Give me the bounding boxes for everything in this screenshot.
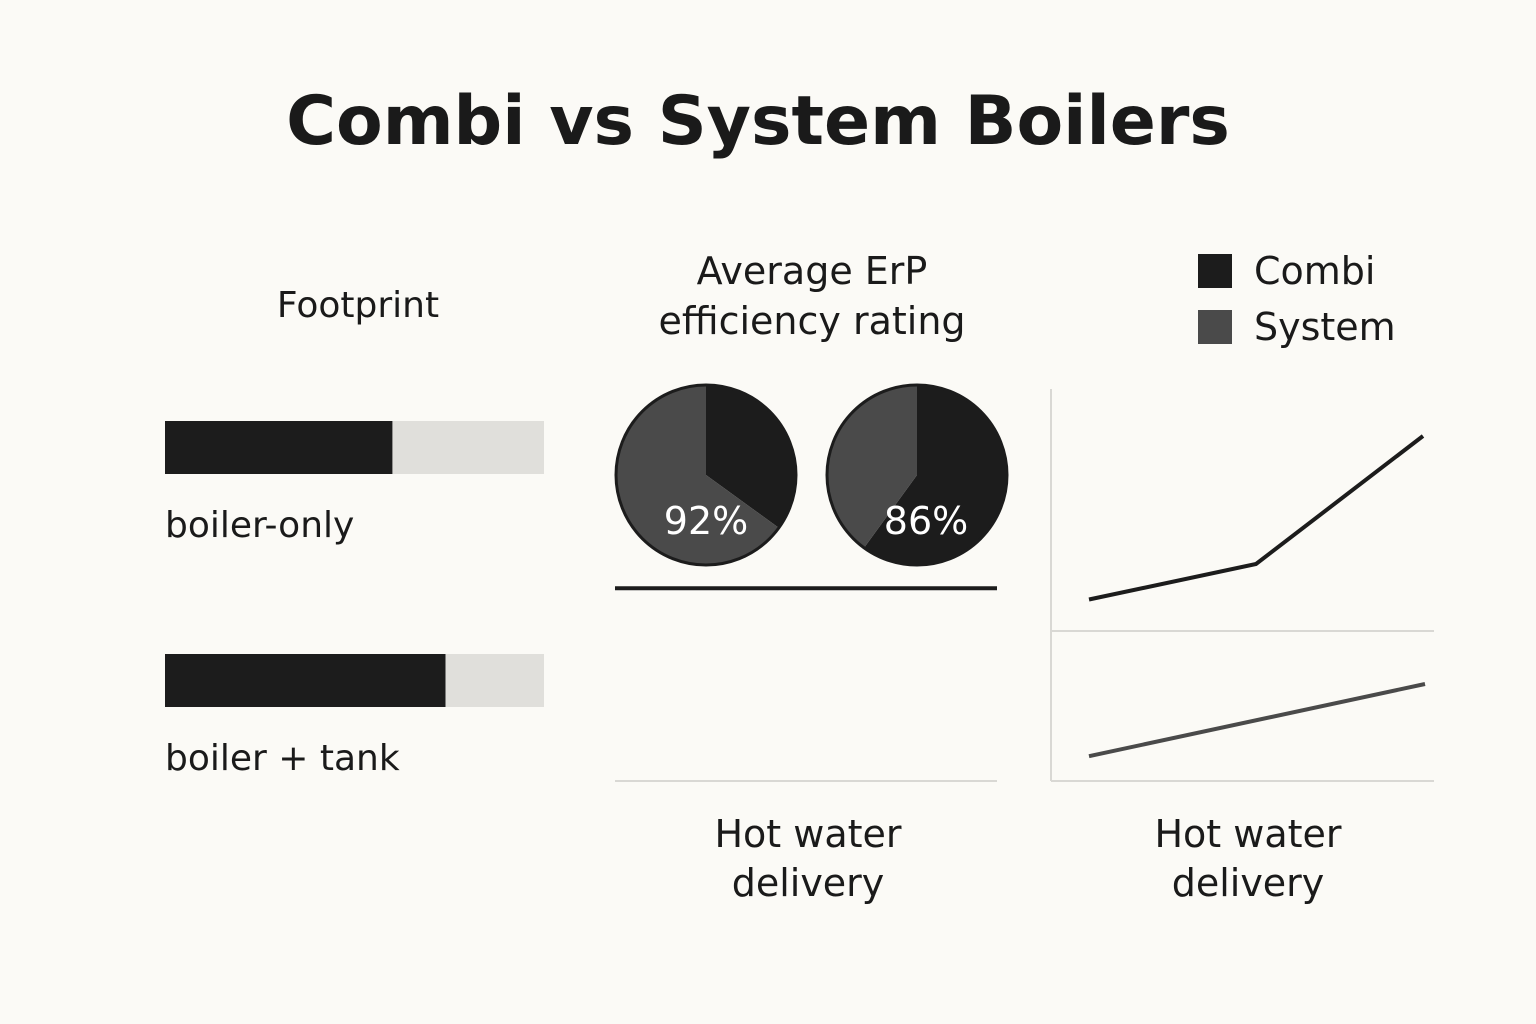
pie-outline-92 bbox=[614, 383, 798, 567]
legend-swatch-system bbox=[1198, 310, 1232, 344]
pie-slice-combi-92 bbox=[706, 385, 797, 528]
pie-outline-86 bbox=[825, 383, 1009, 567]
bar-boiler-only bbox=[165, 421, 393, 474]
line-combi-rising bbox=[1088, 434, 1425, 602]
hot-water-panel-right: Hot water delivery bbox=[1050, 389, 1434, 905]
page-title: Combi vs System Boilers bbox=[286, 82, 1230, 161]
hot-water-label-left-line-2: delivery bbox=[732, 861, 885, 905]
line-system-rising bbox=[1088, 682, 1426, 759]
footprint-panel: Footprint boiler-only boiler + tank bbox=[165, 285, 544, 779]
pie-slice-system-92 bbox=[616, 385, 779, 565]
bar-label-boiler-tank: boiler + tank bbox=[165, 738, 400, 779]
hot-water-panel-left: Hot water delivery bbox=[615, 586, 997, 905]
bar-boiler-tank bbox=[165, 654, 446, 707]
footprint-title: Footprint bbox=[277, 285, 439, 326]
hot-water-label-right-line-1: Hot water bbox=[1154, 812, 1341, 856]
efficiency-title-line-1: Average ErP bbox=[697, 249, 928, 293]
pie-slice-system-86 bbox=[826, 385, 917, 548]
hot-water-label-left-line-1: Hot water bbox=[714, 812, 901, 856]
pie-slice-combi-86 bbox=[864, 385, 1007, 565]
hot-water-label-right-line-2: delivery bbox=[1172, 861, 1325, 905]
efficiency-title-line-2: efficiency rating bbox=[658, 299, 965, 343]
legend-swatch-combi bbox=[1198, 254, 1232, 288]
bar-label-boiler-only: boiler-only bbox=[165, 505, 354, 546]
efficiency-panel: Average ErP efficiency rating 92% 86% bbox=[614, 249, 1009, 567]
legend: Combi System bbox=[1198, 249, 1396, 349]
legend-label-system: System bbox=[1254, 305, 1396, 349]
pie-label-86: 86% bbox=[884, 499, 968, 543]
legend-label-combi: Combi bbox=[1254, 249, 1375, 293]
pie-label-92: 92% bbox=[664, 499, 748, 543]
